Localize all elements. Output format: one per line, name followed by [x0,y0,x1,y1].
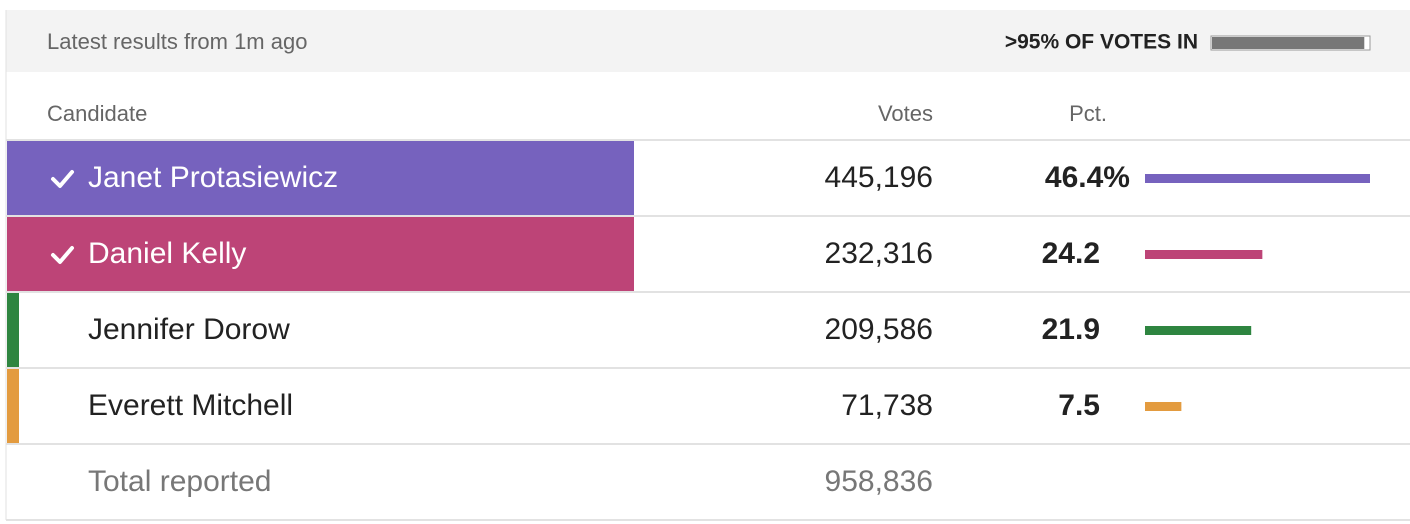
vote-count: 445,196 [825,161,933,194]
pct-bar [1145,402,1182,411]
column-header: Votes [878,101,933,126]
pct-value: 46.4% [1045,161,1130,194]
candidate-name: Janet Protasiewicz [88,161,338,194]
winner-highlight [7,141,634,215]
winner-highlight [7,217,634,291]
column-header: Candidate [47,101,147,126]
candidate-name: Jennifer Dorow [88,313,290,346]
header-band [6,10,1410,72]
pct-value: 21.9 [1042,313,1100,346]
pct-bar [1145,250,1263,259]
progress-fill [1212,37,1365,49]
column-header: Pct. [1069,101,1107,126]
vote-count: 71,738 [841,389,933,422]
pct-value: 24.2 [1042,237,1100,270]
reporting-label: >95% OF VOTES IN [1005,31,1198,54]
total-votes: 958,836 [825,465,933,498]
updated-text: Latest results from 1m ago [47,29,307,54]
candidate-stripe [7,293,19,367]
pct-value: 7.5 [1058,389,1100,422]
vote-count: 209,586 [825,313,933,346]
check-icon [51,246,74,264]
candidate-name: Everett Mitchell [88,389,293,422]
check-icon [51,170,74,188]
pct-bar [1145,174,1370,183]
candidate-name: Daniel Kelly [88,237,246,270]
pct-bar [1145,326,1252,335]
candidate-stripe [7,369,19,443]
vote-count: 232,316 [825,237,933,270]
total-label: Total reported [88,465,271,498]
